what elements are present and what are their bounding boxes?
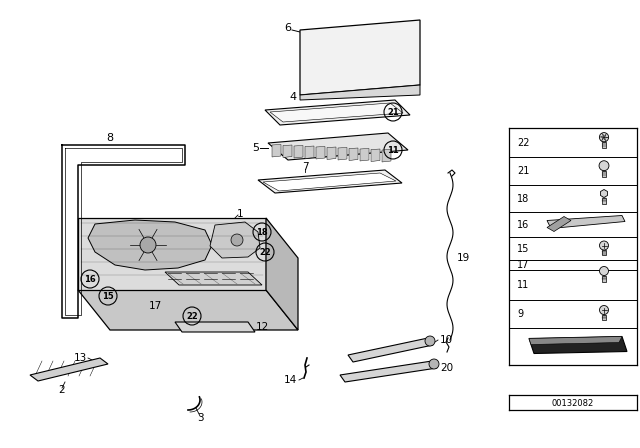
Text: 11: 11 <box>517 280 529 290</box>
Circle shape <box>231 234 243 246</box>
Polygon shape <box>30 358 108 381</box>
Text: 22: 22 <box>259 247 271 257</box>
Circle shape <box>600 241 609 250</box>
Polygon shape <box>272 145 281 157</box>
Text: 9: 9 <box>517 309 523 319</box>
Polygon shape <box>266 218 298 330</box>
Circle shape <box>429 359 439 369</box>
Polygon shape <box>268 133 408 160</box>
Text: 21: 21 <box>517 166 529 176</box>
Text: 14: 14 <box>284 375 297 385</box>
Circle shape <box>600 306 609 314</box>
Polygon shape <box>265 100 410 125</box>
Polygon shape <box>547 216 571 232</box>
Text: 22: 22 <box>517 138 529 147</box>
Polygon shape <box>88 220 212 270</box>
Text: 13: 13 <box>74 353 86 363</box>
Polygon shape <box>349 148 358 160</box>
Text: 10: 10 <box>440 335 453 345</box>
Polygon shape <box>348 338 433 362</box>
Polygon shape <box>300 85 420 100</box>
Circle shape <box>600 267 609 276</box>
Bar <box>602 276 606 281</box>
Circle shape <box>600 133 609 142</box>
Text: 17: 17 <box>517 260 529 270</box>
Polygon shape <box>294 146 303 158</box>
Polygon shape <box>165 272 262 285</box>
Text: 17: 17 <box>148 301 162 311</box>
Polygon shape <box>360 148 369 161</box>
Text: 19: 19 <box>456 253 470 263</box>
Text: 5: 5 <box>253 143 259 153</box>
Circle shape <box>599 161 609 171</box>
Text: 00132082: 00132082 <box>552 399 594 408</box>
Text: 4: 4 <box>289 92 296 102</box>
Text: 6: 6 <box>285 23 291 33</box>
Bar <box>602 250 606 255</box>
Text: 20: 20 <box>440 363 453 373</box>
Bar <box>602 198 606 203</box>
Polygon shape <box>547 215 625 228</box>
Polygon shape <box>258 170 402 193</box>
Text: 2: 2 <box>59 385 65 395</box>
Text: 15: 15 <box>102 292 114 301</box>
Text: 12: 12 <box>255 322 269 332</box>
Polygon shape <box>305 146 314 159</box>
Text: 15: 15 <box>517 244 529 254</box>
Polygon shape <box>371 149 380 161</box>
Polygon shape <box>338 147 347 160</box>
Text: 3: 3 <box>196 413 204 423</box>
Text: 1: 1 <box>237 209 243 219</box>
Polygon shape <box>316 146 325 159</box>
Bar <box>602 142 607 148</box>
Polygon shape <box>263 173 396 191</box>
Text: 22: 22 <box>186 311 198 320</box>
Text: 16: 16 <box>84 275 96 284</box>
Bar <box>602 314 606 319</box>
Polygon shape <box>529 336 622 345</box>
Text: 21: 21 <box>387 108 399 116</box>
Text: 16: 16 <box>517 220 529 229</box>
Text: 8: 8 <box>106 133 113 143</box>
Text: 7: 7 <box>301 162 308 172</box>
Polygon shape <box>175 322 255 332</box>
Polygon shape <box>529 336 627 353</box>
Polygon shape <box>78 290 298 330</box>
Text: 18: 18 <box>517 194 529 203</box>
Polygon shape <box>382 150 391 162</box>
Polygon shape <box>210 222 260 258</box>
Polygon shape <box>283 145 292 158</box>
Polygon shape <box>270 103 403 122</box>
Polygon shape <box>600 190 607 198</box>
Circle shape <box>425 336 435 346</box>
Polygon shape <box>78 218 266 290</box>
Text: 18: 18 <box>256 228 268 237</box>
Polygon shape <box>340 361 437 382</box>
Circle shape <box>140 237 156 253</box>
Bar <box>602 171 607 177</box>
Text: 11: 11 <box>387 146 399 155</box>
Polygon shape <box>300 20 420 95</box>
Polygon shape <box>327 147 336 159</box>
